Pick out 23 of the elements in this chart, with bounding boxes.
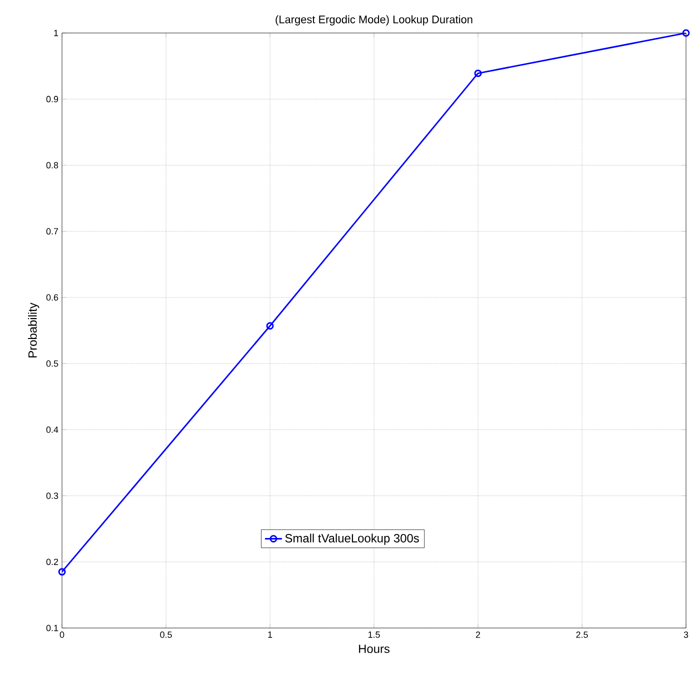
y-tick-label: 0.7 <box>46 228 58 235</box>
x-tick-label: 2 <box>476 632 480 638</box>
y-tick-label: 0.6 <box>46 294 58 301</box>
y-tick-label: 0.5 <box>46 360 58 367</box>
y-tick-label: 0.9 <box>46 96 58 102</box>
x-tick-label: 1 <box>268 632 272 638</box>
legend-label: Small tValueLookup 300s <box>285 534 419 545</box>
y-tick-label: 0.8 <box>46 162 58 168</box>
point <box>266 322 274 330</box>
x-tick-label: 2.5 <box>576 632 588 638</box>
x-tick-label: 0.5 <box>160 632 172 638</box>
y-tick-label: 1 <box>54 30 58 36</box>
y-tick-label: 0.4 <box>46 426 58 433</box>
chart-title: (Largest Ergodic Mode) Lookup Duration <box>276 15 472 26</box>
x-tick-label: 3 <box>684 632 688 638</box>
x-tick-label: 1.5 <box>368 632 380 638</box>
y-tick-label: 0.1 <box>46 624 58 632</box>
y-tick-label: 0.3 <box>46 492 58 499</box>
x-axis-title: Hours <box>359 644 390 654</box>
x-tick-label: 0 <box>60 632 64 638</box>
y-tick-label: 0.2 <box>46 558 58 566</box>
point <box>474 70 482 78</box>
y-axis-title: Probability <box>28 302 40 358</box>
